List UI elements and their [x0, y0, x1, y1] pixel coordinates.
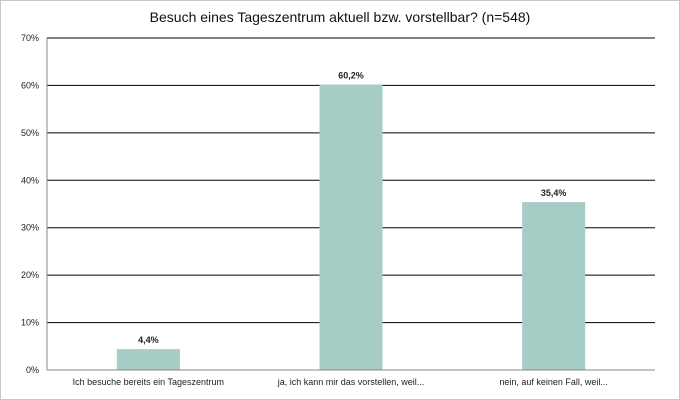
y-tick-label: 10%: [21, 318, 39, 328]
x-category-label: Ich besuche bereits ein Tageszentrum: [73, 377, 224, 387]
y-tick-label: 40%: [21, 175, 39, 185]
data-labels: 4,4% 60,2% 35,4%: [138, 70, 566, 345]
y-axis-ticks: 0% 10% 20% 30% 40% 50% 60% 70%: [21, 33, 39, 375]
chart-title: Besuch eines Tageszentrum aktuell bzw. v…: [149, 9, 531, 25]
y-tick-label: 60%: [21, 80, 39, 90]
y-tick-label: 70%: [21, 33, 39, 43]
data-label: 60,2%: [338, 70, 364, 80]
bars: [116, 84, 586, 370]
y-tick-label: 20%: [21, 270, 39, 280]
data-label: 4,4%: [138, 335, 159, 345]
bar: [116, 349, 180, 370]
x-category-label: ja, ich kann mir das vorstellen, weil...: [277, 377, 425, 387]
bar: [522, 202, 586, 370]
bar: [319, 84, 383, 370]
y-tick-label: 0%: [26, 365, 39, 375]
x-category-label: nein, auf keinen Fall, weil...: [499, 377, 608, 387]
y-tick-label: 50%: [21, 128, 39, 138]
data-label: 35,4%: [541, 188, 567, 198]
y-tick-label: 30%: [21, 223, 39, 233]
x-axis-categories: Ich besuche bereits ein Tageszentrum ja, …: [73, 377, 608, 387]
